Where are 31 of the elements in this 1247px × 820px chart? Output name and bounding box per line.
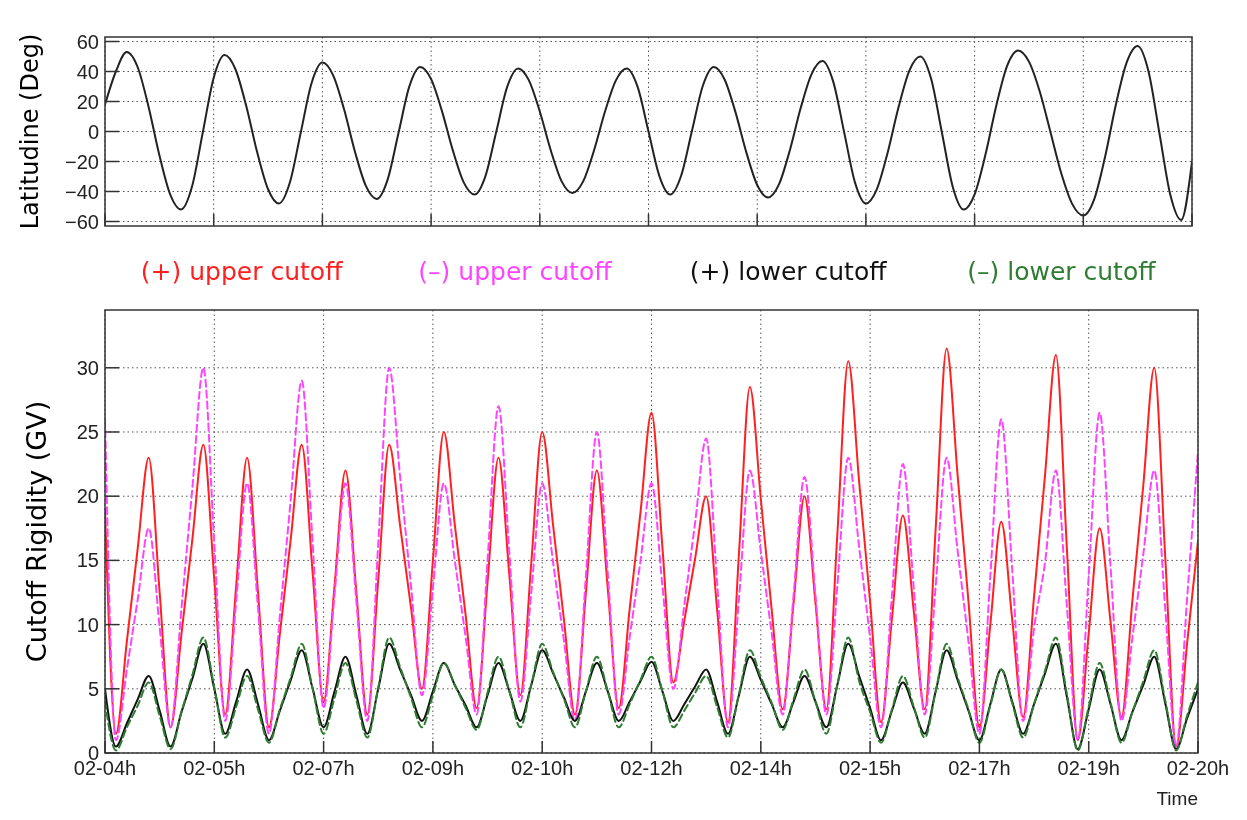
line-series	[105, 45, 1192, 221]
y-tick-label: 0	[87, 120, 99, 143]
text: (+) lower cutoff	[689, 257, 888, 286]
x-tick-label: 02-14h	[729, 757, 792, 779]
x-axis-title: Time	[1156, 788, 1198, 809]
x-tick-label: 02-10h	[511, 757, 574, 779]
y-tick-label: −20	[65, 150, 99, 173]
y-tick-label: 25	[76, 420, 99, 443]
y-tick-label: 30	[76, 356, 99, 379]
y-tick-label: −60	[65, 210, 99, 233]
x-tick-label: 02-12h	[620, 757, 683, 779]
x-tick-label: 02-20h	[1166, 757, 1230, 779]
text: (–) lower cutoff	[967, 257, 1157, 286]
y-axis-title: Latitudine (Deg)	[16, 33, 44, 230]
x-tick-label: 02-15h	[838, 757, 902, 779]
y-tick-label: 40	[76, 60, 99, 83]
y-tick-label: 60	[76, 30, 99, 53]
x-tick-label: 02-17h	[948, 757, 1011, 779]
y-tick-label: 5	[87, 677, 99, 700]
x-tick-label: 02-09h	[401, 757, 465, 779]
y-tick-label: 10	[76, 613, 99, 636]
x-tick-label: 02-07h	[292, 757, 355, 779]
x-tick-label: 02-05h	[183, 757, 246, 779]
y-tick-label: 20	[76, 485, 99, 508]
y-tick-label: −40	[65, 180, 99, 203]
y-tick-label: 15	[76, 549, 99, 572]
y-axis-title: Cutoff Rigidity (GV)	[21, 400, 52, 663]
text: (–) upper cutoff	[418, 257, 613, 286]
text: (+) upper cutoff	[140, 257, 344, 286]
y-tick-label: 20	[76, 90, 99, 113]
x-tick-label: 02-19h	[1057, 757, 1120, 779]
